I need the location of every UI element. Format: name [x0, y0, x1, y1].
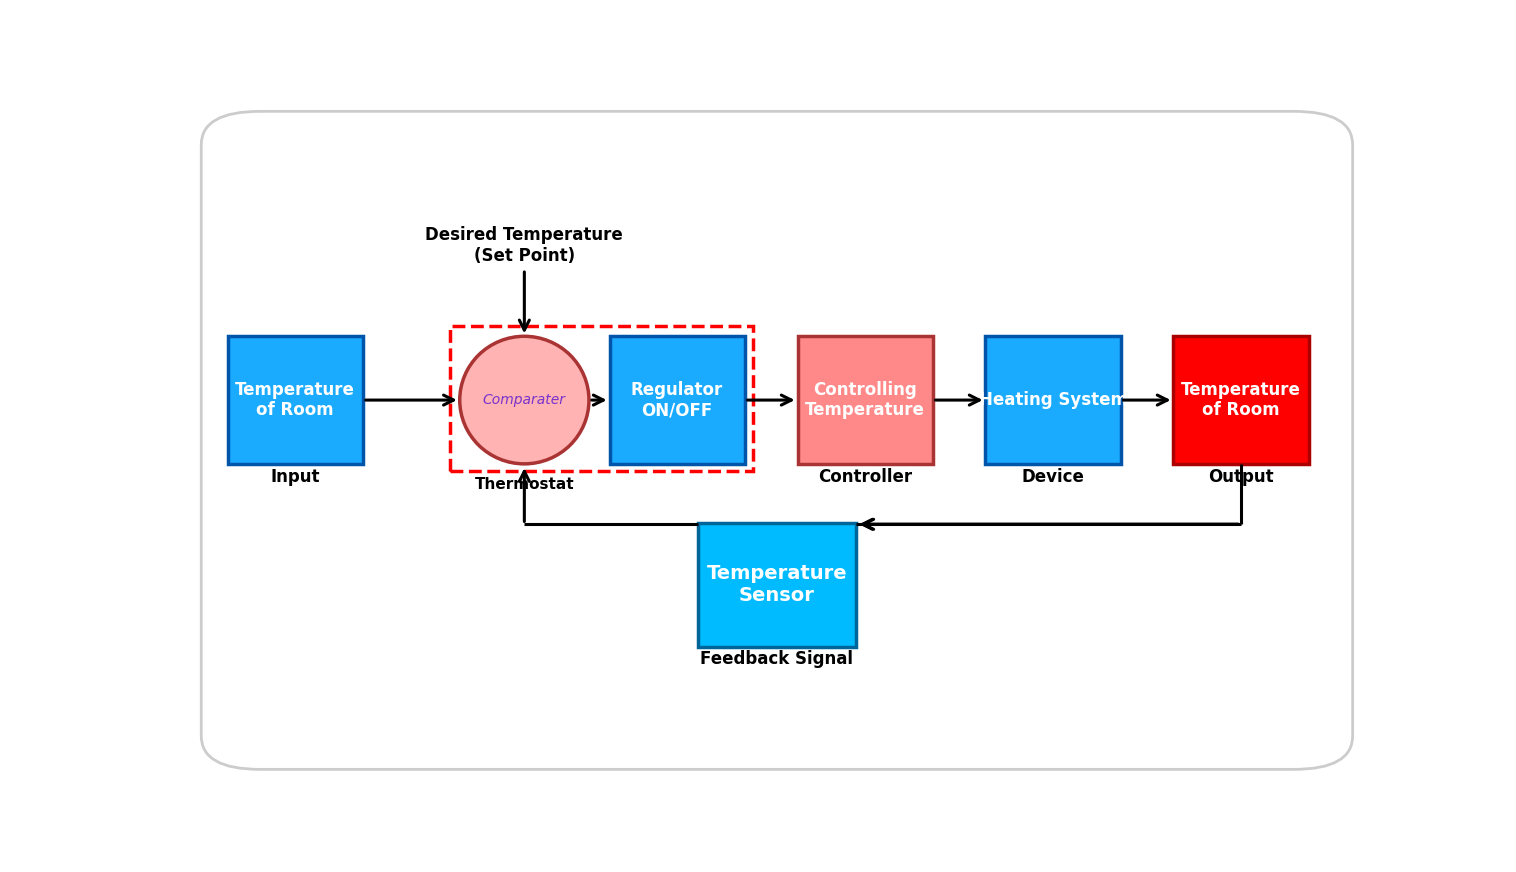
Text: Feedback Signal: Feedback Signal [700, 650, 854, 668]
Text: Device: Device [1022, 468, 1084, 487]
Text: Temperature
Sensor: Temperature Sensor [706, 564, 847, 605]
FancyBboxPatch shape [985, 337, 1120, 464]
Text: Thermostat: Thermostat [475, 476, 575, 492]
Text: Temperature
of Room: Temperature of Room [1181, 381, 1301, 419]
FancyBboxPatch shape [609, 337, 744, 464]
FancyBboxPatch shape [797, 337, 932, 464]
Text: Regulator
ON/OFF: Regulator ON/OFF [631, 381, 723, 419]
Text: Comparater: Comparater [484, 393, 565, 407]
Ellipse shape [459, 337, 588, 464]
Text: Input: Input [270, 468, 320, 487]
Text: Controlling
Temperature: Controlling Temperature [805, 381, 925, 419]
Text: Controller: Controller [819, 468, 913, 487]
FancyBboxPatch shape [227, 337, 362, 464]
FancyBboxPatch shape [202, 112, 1352, 769]
FancyBboxPatch shape [697, 522, 857, 647]
Text: Desired Temperature
(Set Point): Desired Temperature (Set Point) [426, 226, 623, 265]
FancyBboxPatch shape [1173, 337, 1308, 464]
Text: Temperature
of Room: Temperature of Room [235, 381, 355, 419]
Text: Heating System: Heating System [979, 391, 1128, 409]
Text: Output: Output [1208, 468, 1273, 487]
